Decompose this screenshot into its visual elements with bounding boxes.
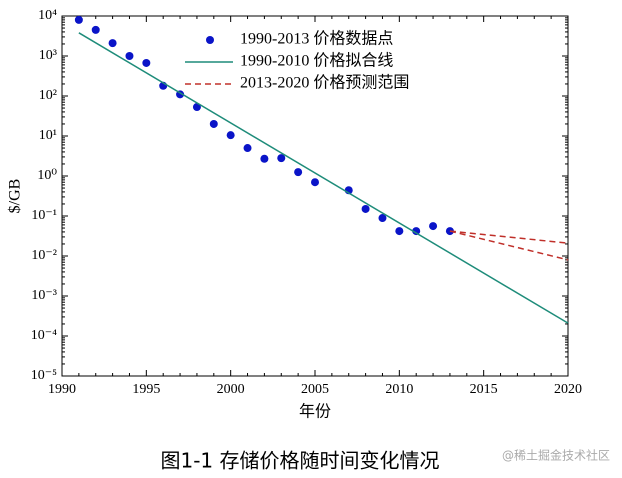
data-point [429,222,438,231]
y-tick-label: 10⁻³ [31,288,57,303]
projection-line [449,230,569,261]
legend-marker [206,36,214,44]
y-tick-label: 10⁰ [37,168,57,183]
data-point [209,119,218,128]
fit-line [78,32,569,324]
x-tick-label: 2010 [385,382,413,397]
y-tick-label: 10⁻² [31,248,57,263]
legend-label: 1990-2010 价格拟合线 [240,52,393,70]
watermark: @稀土掘金技术社区 [502,448,610,463]
data-point [294,168,303,177]
x-tick-label: 2000 [217,382,245,397]
data-point [277,154,286,163]
y-tick-label: 10¹ [39,128,57,143]
data-point [412,227,421,236]
data-point [192,103,201,112]
data-point [125,52,134,60]
y-axis-label: $/GB [7,179,24,214]
projection-line [449,230,569,244]
legend-label: 1990-2013 价格数据点 [240,30,393,48]
data-point [260,154,269,163]
y-tick-label: 10⁴ [38,8,57,23]
data-point [108,39,117,48]
x-tick-label: 2020 [554,382,582,397]
data-point [378,214,387,223]
x-tick-label: 1995 [132,382,160,397]
y-tick-label: 10² [39,88,57,103]
x-tick-label: 1990 [48,382,76,397]
data-point [311,178,319,187]
data-point [91,25,100,34]
x-tick-label: 2015 [470,382,498,397]
data-point [243,144,252,153]
caption: 图1-1 存储价格随时间变化情况 [160,449,439,473]
data-point [74,15,83,24]
data-point [142,58,151,67]
y-tick-label: 10⁻⁴ [31,328,57,343]
y-tick-label: 10⁻¹ [31,208,57,223]
legend-label: 2013-2020 价格预测范围 [240,74,409,92]
x-tick-label: 2005 [301,382,329,397]
plot-frame [61,15,569,377]
data-point [361,204,370,213]
data-point [395,227,404,236]
data-point [226,131,235,140]
x-axis-label: 年份 [299,403,331,421]
y-tick-label: 10⁻⁵ [31,368,57,383]
y-tick-label: 10³ [39,48,57,63]
